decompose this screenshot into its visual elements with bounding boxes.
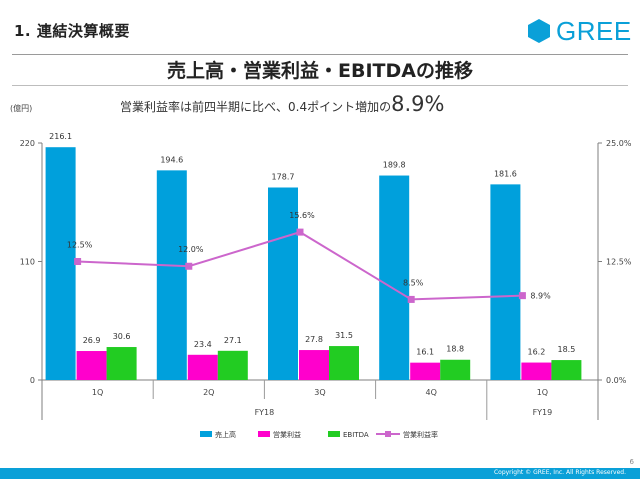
operating-profit-bar [187,354,218,380]
operating-margin-line [77,231,523,301]
ebitda-bar-value-label: 18.8 [446,345,464,354]
ebitda-bar-value-label: 31.5 [335,331,353,340]
operating-profit-bar [521,362,552,380]
subtitle-text: 営業利益率は前四半期に比べ、0.4ポイント増加の [120,100,392,114]
x-tick-label: 2Q [203,388,214,397]
operating-margin-value-label: 12.0% [178,245,204,254]
right-tick-label: 25.0% [606,139,632,148]
x-tick-label: 1Q [537,388,548,397]
right-tick-label: 0.0% [606,376,627,385]
header-divider [12,54,628,55]
operating-profit-bar-value-label: 16.2 [527,348,545,357]
sales-bar [45,147,76,380]
title-divider [12,85,628,86]
footer-bar: Copyright © GREE, Inc. All Rights Reserv… [0,468,640,479]
section-heading: 1. 連結決算概要 [14,22,130,40]
ebitda-bar [106,347,137,380]
operating-margin-point [185,262,193,270]
operating-margin-value-label: 15.6% [289,211,315,220]
sales-bar [268,187,298,380]
ebitda-bar [551,360,582,380]
logo-text: GREE [556,15,632,46]
legend-marker [385,431,391,437]
operating-margin-value-label: 8.9% [530,292,551,301]
legend-swatch [328,431,340,437]
hexagon-logo-icon [528,19,550,43]
operating-profit-bar-value-label: 16.1 [416,348,434,357]
operating-profit-bar [76,351,107,380]
legend-swatch [258,431,270,437]
ebitda-bar-value-label: 30.6 [113,332,131,341]
legend-label: 営業利益 [273,430,301,439]
sales-bar-value-label: 194.6 [160,155,183,164]
ebitda-bar [329,346,359,380]
sales-bar-value-label: 181.6 [494,169,517,178]
operating-profit-bar [299,350,329,380]
operating-profit-bar [410,362,441,380]
chart-subtitle: 営業利益率は前四半期に比べ、0.4ポイント増加の8.9% [120,92,444,116]
legend-label: EBITDA [343,431,369,439]
page-number: 6 [629,458,634,466]
legend-swatch [200,431,212,437]
left-tick-label: 220 [20,139,35,148]
gree-logo: GREE [528,14,632,48]
right-tick-label: 12.5% [606,258,632,267]
operating-margin-value-label: 8.5% [403,278,424,287]
operating-margin-point [518,292,526,300]
x-group-label: FY19 [533,408,553,417]
sales-bar-value-label: 189.8 [383,161,406,170]
x-group-label: FY18 [255,408,275,417]
subtitle-highlight-value: 8.9% [391,92,445,116]
legend-label: 営業利益率 [403,430,438,439]
legend-label: 売上高 [215,430,236,439]
operating-profit-bar-value-label: 26.9 [83,336,101,345]
page-title: 売上高・営業利益・EBITDAの推移 [167,60,473,82]
operating-margin-point [296,228,304,236]
operating-margin-value-label: 12.5% [67,241,93,250]
left-tick-label: 110 [20,258,35,267]
copyright-text: Copyright © GREE, Inc. All Rights Reserv… [493,469,626,476]
operating-margin-point [74,258,82,265]
ebitda-bar [440,359,471,380]
x-tick-label: 4Q [426,388,437,397]
ebitda-bar-value-label: 27.1 [224,336,242,345]
sales-bar [490,184,521,380]
operating-margin-point [407,295,415,303]
x-tick-label: 3Q [314,388,325,397]
ebitda-bar [217,350,248,380]
x-tick-label: 1Q [92,388,103,397]
operating-profit-bar-value-label: 27.8 [305,335,323,344]
operating-profit-bar-value-label: 23.4 [194,340,212,349]
sales-bar-value-label: 178.7 [272,172,295,181]
left-tick-label: 0 [30,376,35,385]
sales-bar [156,170,187,380]
sales-bar-value-label: 216.1 [49,132,72,141]
ebitda-bar-value-label: 18.5 [557,345,575,354]
sales-bar [379,175,410,380]
unit-label: (億円) [10,104,33,113]
